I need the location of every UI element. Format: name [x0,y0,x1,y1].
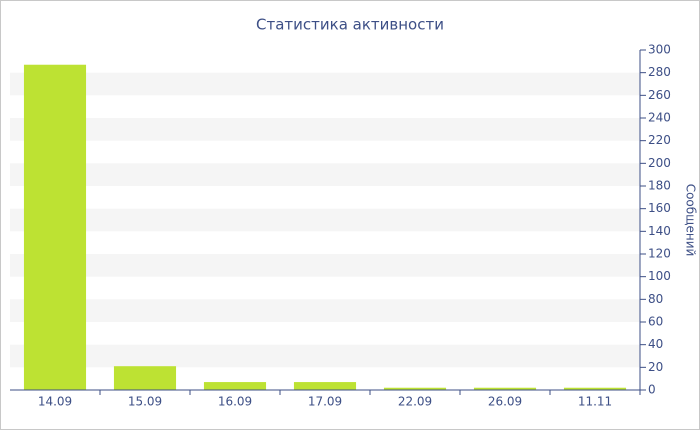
grid-band [10,344,640,368]
grid-band [10,163,640,186]
bar [473,387,537,390]
grid-band [10,299,640,322]
bar [293,382,357,390]
x-tick-label: 22.09 [398,395,432,409]
y-axis-label: Сообщений [684,184,698,257]
x-tick-label: 15.09 [128,395,162,409]
y-tick-label: 200 [648,156,671,170]
y-tick-label: 240 [648,111,671,125]
bar [113,366,177,390]
x-tick-label: 16.09 [218,395,252,409]
y-tick-label: 40 [648,337,663,351]
bar [203,382,267,390]
grid-band [10,118,640,141]
x-tick-label: 14.09 [38,395,72,409]
grid-band [10,208,640,232]
chart-title: Статистика активности [256,16,444,34]
bar [563,387,627,390]
y-tick-label: 160 [648,201,671,215]
x-tick-label: 11.11 [578,395,612,409]
x-tick-label: 17.09 [308,395,342,409]
y-tick-label: 120 [648,247,671,261]
y-tick-label: 180 [648,179,671,193]
y-tick-label: 20 [648,360,663,374]
x-tick-label: 26.09 [488,395,522,409]
y-tick-label: 260 [648,88,671,102]
y-tick-label: 220 [648,133,671,147]
bar [23,64,87,390]
bar [383,387,447,390]
y-tick-label: 280 [648,65,671,79]
y-tick-label: 140 [648,224,671,238]
grid-band [10,72,640,96]
y-tick-label: 60 [648,315,663,329]
y-tick-label: 0 [648,383,656,397]
y-tick-label: 80 [648,292,663,306]
y-tick-label: 100 [648,269,671,283]
grid-band [10,254,640,277]
y-tick-label: 300 [648,43,671,57]
